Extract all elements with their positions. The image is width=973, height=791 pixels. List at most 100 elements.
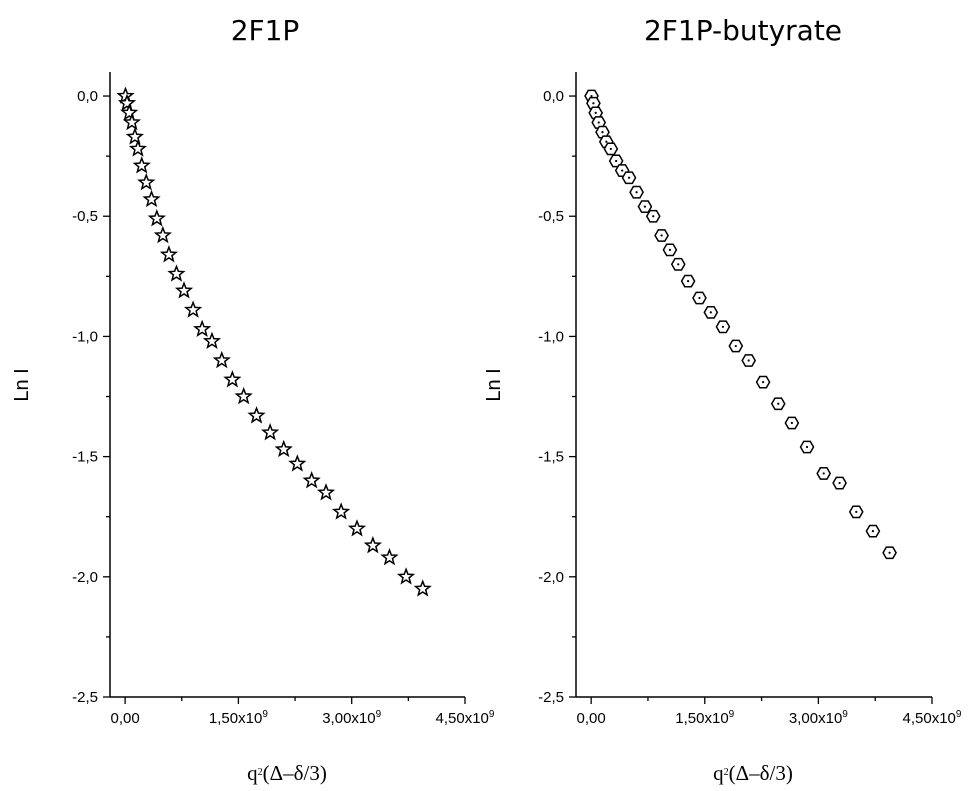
- y-tick-label: -2,0: [72, 569, 98, 586]
- series-markers: [116, 86, 432, 597]
- hexagon-center-dot: [621, 169, 624, 172]
- y-axis-label: Ln I: [483, 368, 505, 401]
- hexagon-center-dot: [635, 191, 638, 194]
- data-point-star: [174, 281, 194, 299]
- data-point-hexagon: [680, 274, 696, 288]
- y-tick-label: -1,5: [72, 449, 98, 466]
- x-tick-label: 3,00x109: [322, 709, 381, 727]
- x-tick-label: 1,50x109: [209, 709, 268, 727]
- data-point-hexagon: [692, 291, 707, 305]
- data-point-star: [331, 502, 351, 520]
- hexagon-center-dot: [597, 121, 600, 124]
- data-point-star: [117, 93, 137, 112]
- data-point-hexagon: [662, 243, 678, 257]
- data-point-star: [132, 156, 151, 174]
- data-point-star: [153, 225, 173, 244]
- y-tick-label: -2,5: [72, 689, 98, 706]
- data-point-star: [347, 519, 367, 537]
- y-tick-label: -1,5: [538, 449, 564, 466]
- data-point-hexagon: [799, 440, 815, 454]
- data-point-hexagon: [882, 546, 897, 560]
- hexagon-center-dot: [615, 159, 618, 163]
- data-point-hexagon: [645, 209, 661, 223]
- hexagon-center-dot: [594, 111, 597, 114]
- hexagon-center-dot: [652, 215, 655, 218]
- x-tick-label: 0,00: [111, 710, 140, 727]
- data-point-hexagon: [637, 200, 653, 213]
- data-point-star: [260, 422, 280, 441]
- data-point-star: [234, 386, 253, 405]
- data-point-star: [223, 370, 242, 388]
- x-tick-label: 0,00: [577, 710, 606, 727]
- hexagon-center-dot: [822, 472, 825, 475]
- data-point-star: [128, 139, 148, 157]
- hexagon-center-dot: [698, 296, 701, 300]
- hexagon-center-dot: [687, 280, 690, 283]
- data-point-hexagon: [715, 320, 731, 334]
- data-point-hexagon: [865, 524, 881, 538]
- hexagon-center-dot: [660, 234, 663, 237]
- series-markers: [584, 89, 897, 560]
- data-point-hexagon: [603, 142, 619, 156]
- hexagon-center-dot: [677, 263, 680, 266]
- x-tick-label: 1,50x109: [675, 709, 734, 727]
- data-point-hexagon: [755, 375, 771, 389]
- data-point-star: [159, 245, 179, 263]
- y-tick-label: -0,5: [538, 208, 564, 225]
- y-tick-label: -1,0: [538, 328, 564, 345]
- x-tick-label: 3,00x109: [789, 709, 848, 727]
- chart-title: 2F1P-butyrate: [644, 14, 842, 47]
- data-point-star: [193, 319, 212, 337]
- hexagon-center-dot: [592, 102, 595, 105]
- data-point-hexagon: [848, 505, 864, 519]
- y-tick-label: 0,0: [543, 88, 564, 105]
- y-tick-label: -2,5: [538, 689, 564, 706]
- data-point-star: [167, 264, 186, 282]
- data-point-star: [183, 300, 203, 318]
- x-tick-label: 4,50x109: [436, 709, 495, 727]
- y-tick-label: -2,0: [538, 569, 564, 586]
- hexagon-center-dot: [605, 140, 608, 143]
- data-point-hexagon: [670, 257, 686, 271]
- data-point-star: [274, 439, 293, 458]
- tick-group: 0,0 -0,5 -1,0 -1,5 -2,0 -2,5 0,00 1,50x109 3,00x…: [72, 88, 495, 727]
- hexagon-center-dot: [838, 481, 841, 485]
- hexagon-center-dot: [734, 344, 737, 348]
- data-point-star: [125, 127, 145, 145]
- data-point-star: [380, 547, 399, 566]
- data-point-hexagon: [741, 354, 757, 367]
- data-point-hexagon: [621, 171, 637, 185]
- y-axis-label: Ln I: [11, 368, 33, 401]
- hexagon-center-dot: [888, 551, 891, 554]
- data-point-star: [396, 567, 416, 585]
- data-point-star: [142, 189, 161, 208]
- hexagon-center-dot: [790, 421, 793, 425]
- y-tick-label: 0,0: [77, 88, 98, 105]
- hexagon-center-dot: [643, 205, 647, 208]
- x-axis-label: q2(Δ–δ/3): [247, 761, 327, 785]
- data-point-star: [247, 406, 266, 424]
- data-point-star: [202, 331, 222, 349]
- x-axis-label: q2(Δ–δ/3): [713, 761, 793, 785]
- y-tick-label: -0,5: [72, 208, 98, 225]
- data-point-star: [316, 483, 336, 501]
- hexagon-center-dot: [721, 325, 725, 328]
- hexagon-center-dot: [609, 147, 612, 151]
- data-point-hexagon: [770, 397, 786, 411]
- chart-title: 2F1P: [231, 14, 300, 47]
- data-point-star: [413, 579, 432, 597]
- data-point-star: [302, 471, 321, 489]
- data-point-star: [212, 350, 231, 369]
- data-point-star: [363, 535, 382, 554]
- data-point-star: [147, 209, 166, 227]
- hexagon-center-dot: [601, 130, 604, 134]
- data-point-star: [120, 103, 139, 121]
- data-point-hexagon: [728, 339, 744, 353]
- hexagon-center-dot: [668, 248, 672, 251]
- hexagon-center-dot: [777, 402, 780, 405]
- hexagon-center-dot: [805, 445, 809, 449]
- hexagon-center-dot: [855, 510, 858, 514]
- data-point-hexagon: [784, 416, 800, 430]
- data-point-hexagon: [816, 467, 832, 480]
